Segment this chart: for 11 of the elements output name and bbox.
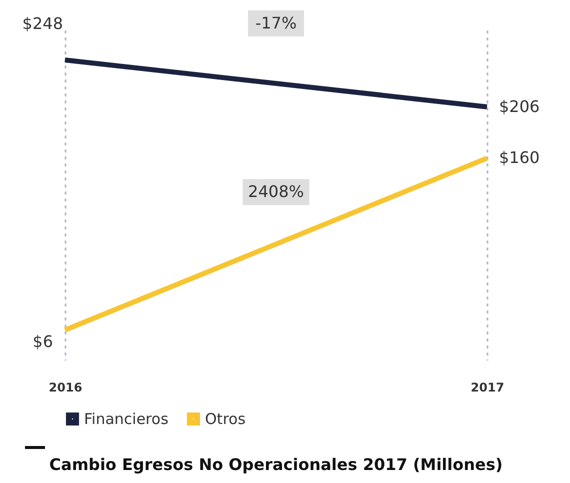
- data-label: $248: [22, 14, 63, 33]
- legend-label: Financieros: [84, 410, 169, 428]
- data-label: $160: [499, 148, 540, 168]
- text: Cambio Egresos No Operacionales 2017 (Millones): [49, 455, 503, 474]
- annotation: 2408%: [248, 182, 304, 202]
- x-tick-label: 2017: [470, 380, 504, 394]
- text: -17%: [255, 13, 297, 32]
- data-label: $6: [32, 332, 53, 351]
- x-tick-label: 2016: [48, 380, 82, 394]
- data-label: $206: [499, 96, 540, 116]
- legend-label: Otros: [205, 410, 246, 428]
